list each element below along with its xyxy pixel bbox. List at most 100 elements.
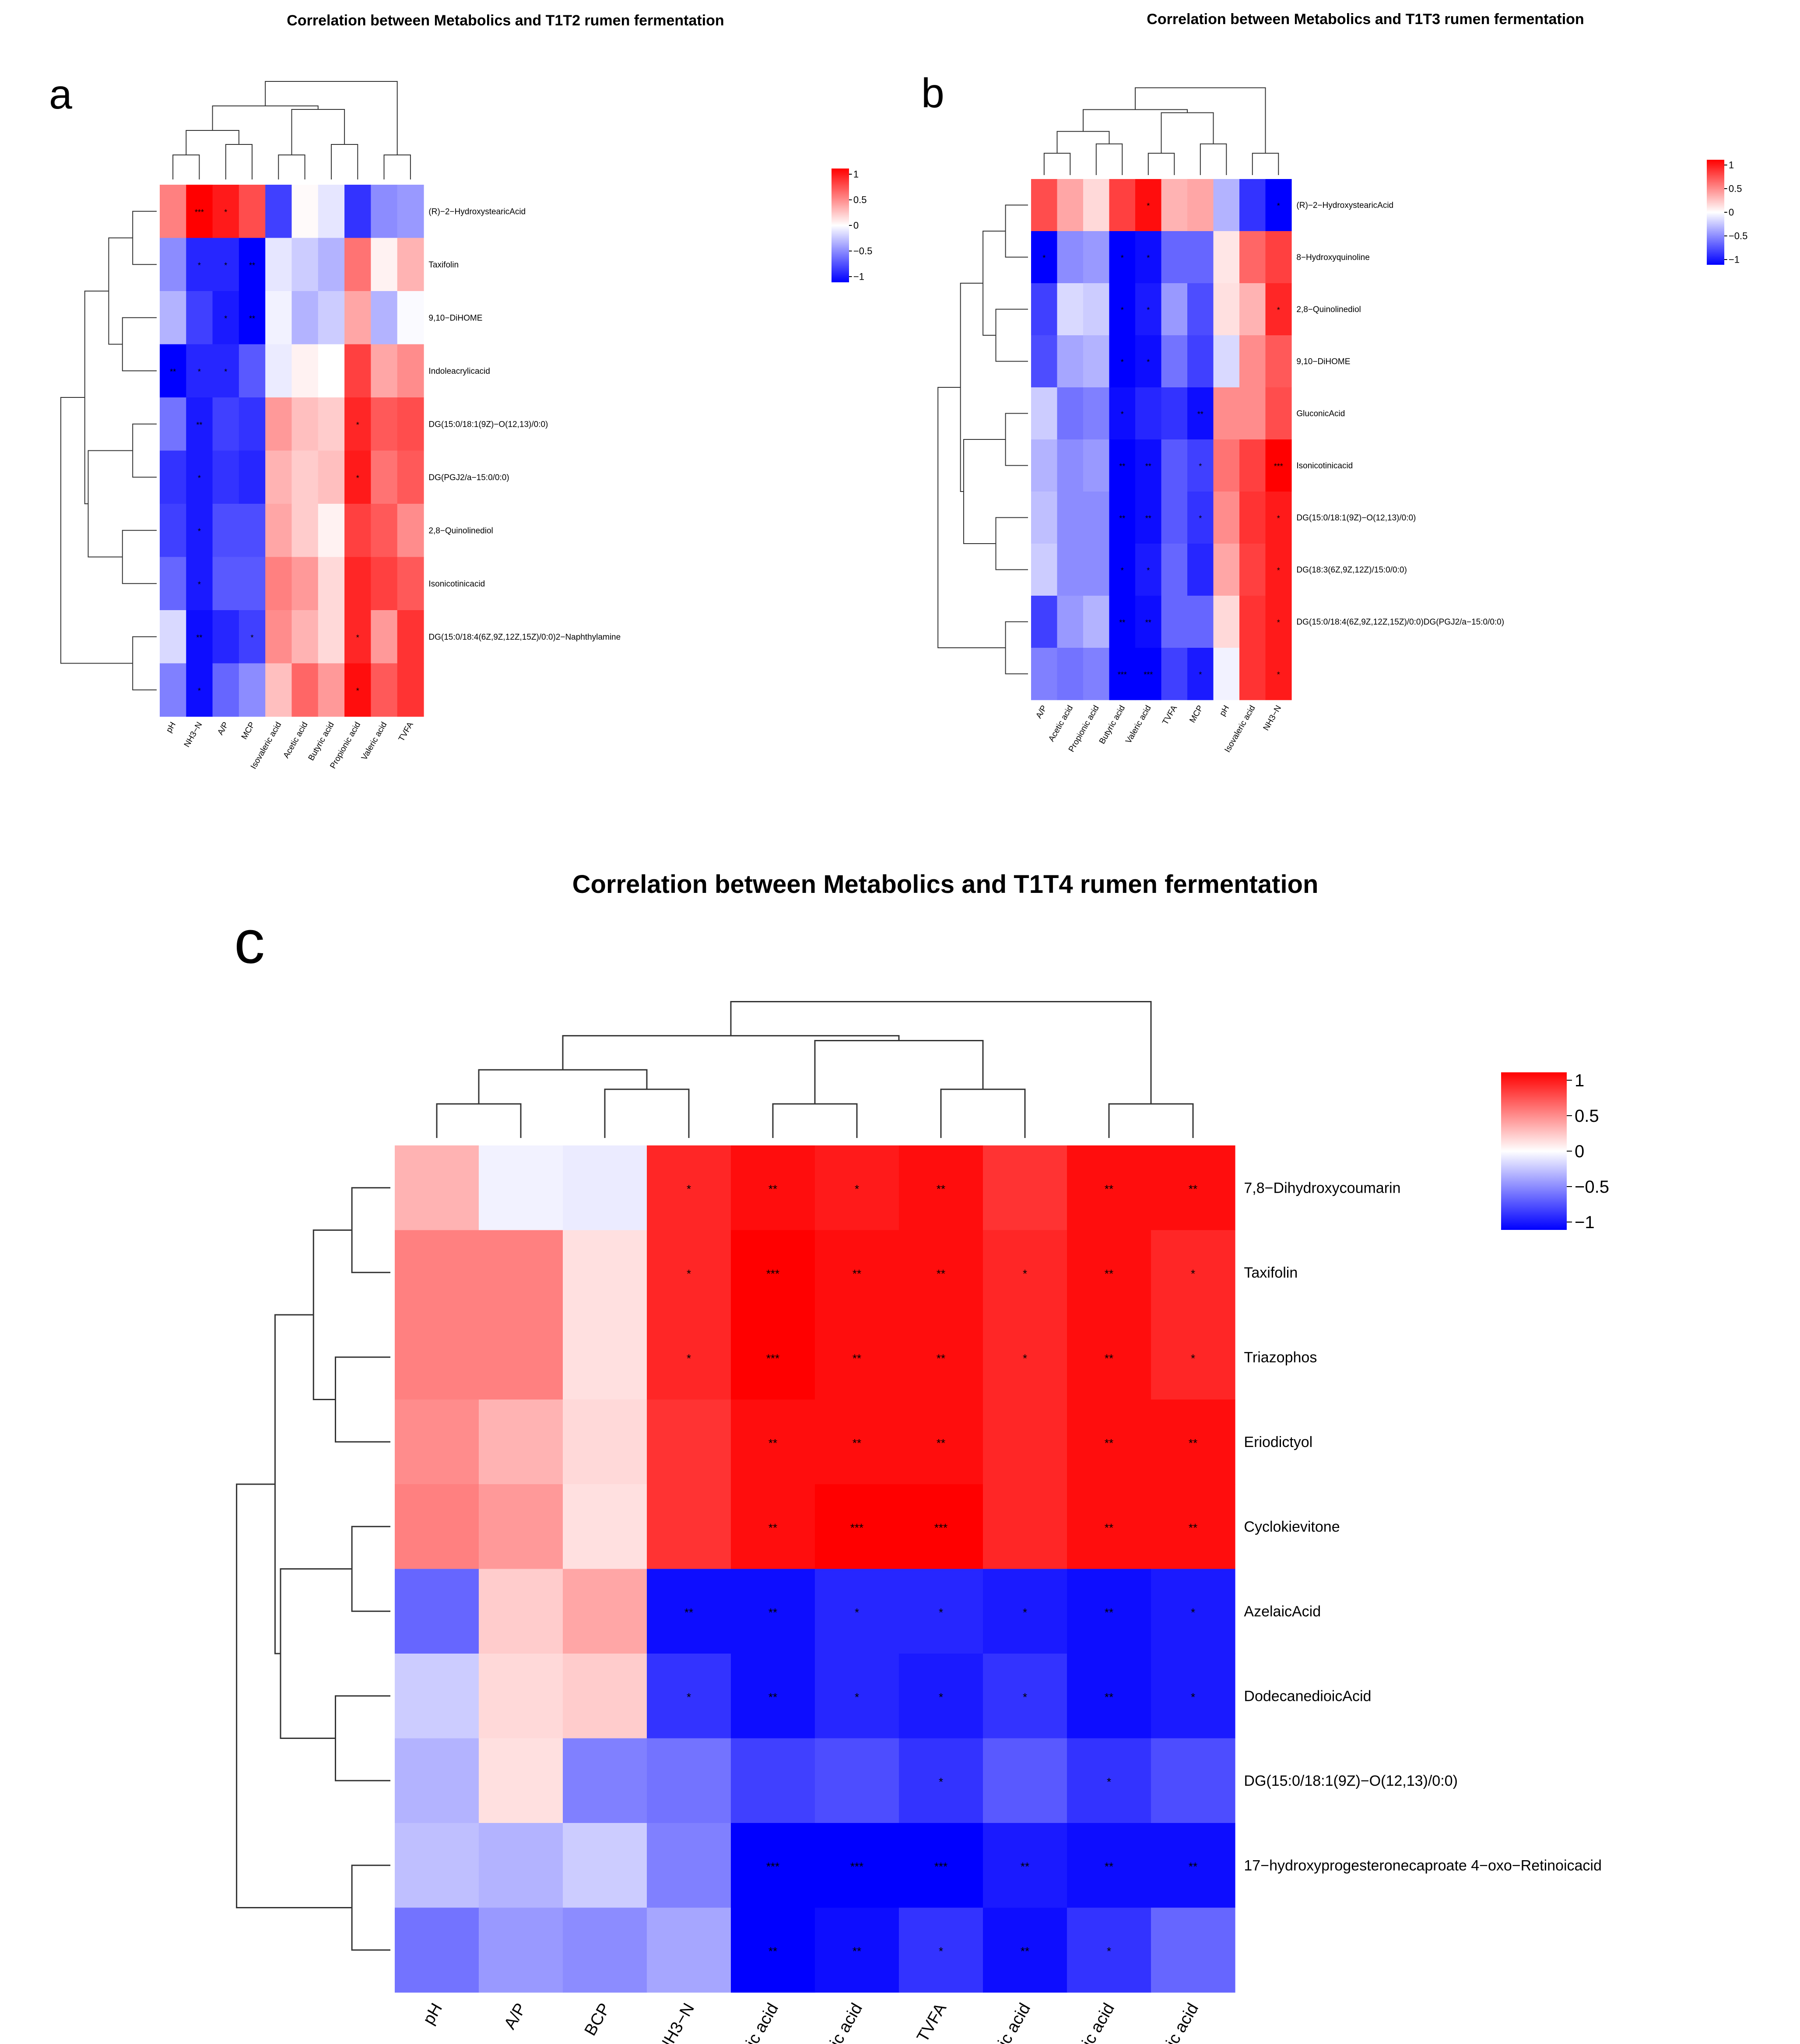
heatmap-cell <box>160 185 186 239</box>
heatmap-cell <box>1213 179 1240 232</box>
row-dendrogram <box>236 1187 390 1951</box>
legend-tick-label: −1 <box>1729 254 1740 265</box>
heatmap-cell <box>647 1823 731 1908</box>
significance-mark: *** <box>766 1267 779 1280</box>
significance-mark: ** <box>853 1267 861 1280</box>
heatmap-cell <box>212 610 239 664</box>
heatmap-cell <box>1187 439 1214 492</box>
row-label: Eriodictyol <box>1244 1434 1312 1450</box>
significance-mark: * <box>224 367 227 376</box>
heatmap-cell <box>265 344 292 398</box>
heatmap-cell <box>647 1569 731 1654</box>
significance-mark: ** <box>937 1182 945 1195</box>
legend-tick-label: 0 <box>1729 207 1734 218</box>
heatmap-cell <box>397 610 424 664</box>
heatmap-cell <box>1151 1738 1235 1823</box>
column-label: Acetic acid <box>1047 704 1075 743</box>
heatmap-cell <box>318 344 345 398</box>
significance-mark: ** <box>1189 1182 1197 1195</box>
dendrogram-branch <box>995 309 1028 362</box>
heatmap-cell <box>731 1230 815 1315</box>
heatmap-cell <box>318 557 345 611</box>
column-label: A/P <box>501 2000 530 2033</box>
dendrogram-branch <box>265 81 398 155</box>
heatmap-cell <box>395 1230 479 1315</box>
heatmap-cell <box>160 344 186 398</box>
heatmap-cell <box>395 1738 479 1823</box>
dendrogram-branch <box>1252 153 1279 175</box>
significance-mark: * <box>250 633 253 642</box>
heatmap-cell <box>265 663 292 717</box>
heatmap-cell <box>1083 596 1110 648</box>
heatmap-cell <box>1083 283 1110 336</box>
heatmap-cell <box>1057 439 1084 492</box>
column-label: Propionic acid <box>1050 2000 1118 2044</box>
row-label: Indoleacrylicacid <box>428 367 490 376</box>
heatmap-cell <box>1239 283 1266 336</box>
significance-mark: * <box>198 367 201 376</box>
heatmap-cell <box>395 1654 479 1739</box>
dendrogram-branch <box>291 109 345 155</box>
significance-mark: * <box>1121 410 1124 419</box>
significance-mark: ** <box>684 1606 693 1619</box>
significance-mark: ** <box>1105 1267 1113 1280</box>
row-label: Taxifolin <box>1244 1264 1298 1281</box>
heatmap-cell <box>1187 492 1214 544</box>
column-label: Isovaleric acid <box>965 2000 1034 2044</box>
significance-mark: ** <box>853 1945 861 1958</box>
heatmap-cell <box>291 557 319 611</box>
heatmap-cell <box>371 610 398 664</box>
heatmap-cell <box>371 557 398 611</box>
significance-mark: ** <box>170 367 176 376</box>
significance-mark: ** <box>1189 1436 1197 1450</box>
heatmap-cell <box>395 1399 479 1485</box>
heatmap-cell <box>397 344 424 398</box>
column-label: Acetic acid <box>282 720 310 760</box>
significance-mark: ** <box>1105 1352 1113 1365</box>
heatmap-cell <box>239 450 266 504</box>
heatmap-cell <box>899 1823 983 1908</box>
column-label: pH <box>419 2000 446 2028</box>
heatmap-cell <box>1031 335 1058 388</box>
heatmap-cell <box>239 238 266 291</box>
significance-mark: * <box>939 1690 943 1703</box>
heatmap-cell <box>1067 1823 1151 1908</box>
significance-mark: ** <box>937 1352 945 1365</box>
heatmap-cell <box>1213 596 1240 648</box>
heatmap-cell <box>1151 1315 1235 1400</box>
dendrogram-branch <box>814 1040 984 1104</box>
heatmap-cell <box>1265 283 1292 336</box>
row-label: DG(15:0/18:4(6Z,9Z,12Z,15Z)/0:0)2−Naphth… <box>428 632 621 642</box>
row-label: Isonicotinicacid <box>1296 461 1353 471</box>
dendrogram-branch <box>122 317 157 372</box>
heatmap-cell <box>1213 231 1240 284</box>
significance-mark: * <box>1121 358 1124 367</box>
color-legend: 1 0.5 0 −0.5 −1 <box>832 169 872 282</box>
heatmap-cell <box>563 1654 647 1739</box>
column-dendrogram <box>436 1001 1194 1138</box>
column-label: Butyric acid <box>307 720 336 762</box>
dendrogram-branch <box>772 1103 858 1138</box>
heatmap-cell <box>344 291 371 345</box>
heatmap-cell <box>1265 179 1292 232</box>
heatmap-cell <box>899 1907 983 1993</box>
significance-mark: ** <box>1119 514 1125 523</box>
heatmap-cell <box>1151 1484 1235 1570</box>
heatmap-cell <box>815 1907 899 1993</box>
heatmap-cell <box>291 185 319 239</box>
significance-mark: * <box>939 1606 943 1619</box>
heatmap-cell <box>983 1823 1067 1908</box>
heatmap-cell <box>291 504 319 558</box>
dendrogram-branch <box>186 130 239 155</box>
heatmap-cell <box>1031 179 1058 232</box>
column-label: pH <box>165 720 178 734</box>
heatmap-cell <box>1187 544 1214 596</box>
heatmap-cell <box>1239 387 1266 440</box>
heatmap-cell <box>395 1569 479 1654</box>
heatmap-cell <box>160 557 186 611</box>
legend-tick-label: −0.5 <box>1729 231 1747 242</box>
heatmap-cell <box>318 610 345 664</box>
heatmap-cell <box>1083 544 1110 596</box>
significance-mark: ** <box>1189 1521 1197 1534</box>
significance-mark: * <box>1277 306 1280 315</box>
